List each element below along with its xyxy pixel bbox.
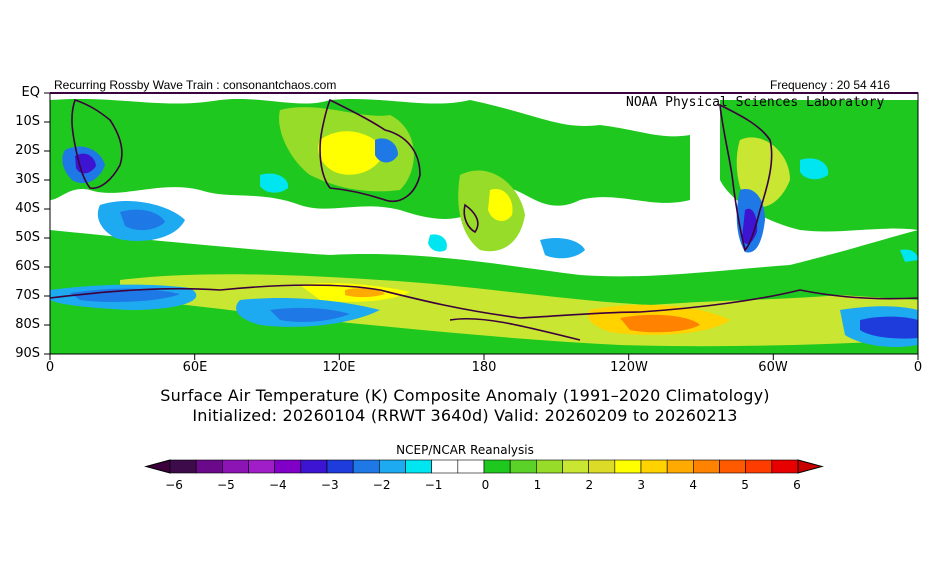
colorbar-swatch (483, 459, 511, 474)
lon-label-60e: 60E (182, 360, 208, 375)
colorbar-tick-label: −6 (165, 478, 183, 492)
map-title-line1: Surface Air Temperature (K) Composite An… (160, 386, 770, 405)
colorbar-right-arrow (797, 459, 824, 474)
lat-label-60s: 60S (15, 259, 40, 274)
colorbar-swatch (719, 459, 746, 474)
colorbar-title: NCEP/NCAR Reanalysis (396, 443, 534, 457)
colorbar-tick-label: −3 (320, 478, 339, 492)
lab-label: NOAA Physical Sciences Laboratory (626, 95, 885, 110)
colorbar-tick-label: 1 (533, 478, 542, 492)
colorbar-swatch (352, 459, 380, 474)
lat-label-40s: 40S (15, 201, 40, 216)
colorbar-swatch (771, 459, 799, 474)
colorbar-swatch (614, 459, 642, 474)
colorbar-tick-label: 3 (637, 478, 646, 492)
colorbar-swatch (222, 459, 249, 474)
lon-label-180: 180 (471, 360, 497, 375)
header-left-text: Recurring Rossby Wave Train : consonantc… (54, 78, 337, 92)
colorbar-tick-label: 6 (793, 478, 801, 492)
colorbar-tick-label: 0 (481, 478, 490, 492)
colorbar-swatch (300, 459, 328, 474)
lat-label-20s: 20S (15, 143, 40, 158)
colorbar (144, 459, 824, 474)
colorbar-swatch (693, 459, 720, 474)
colorbar-swatch (666, 459, 694, 474)
lat-label-30s: 30S (15, 172, 40, 187)
lat-label-10s: 10S (15, 114, 40, 129)
colorbar-tick-label: −5 (217, 478, 235, 492)
colorbar-swatch (745, 459, 773, 474)
colorbar-swatch (195, 459, 223, 474)
lat-label-80s: 80S (15, 317, 40, 332)
colorbar-swatch (457, 459, 485, 474)
colorbar-swatch (274, 459, 302, 474)
colorbar-tick-label: −1 (424, 478, 443, 492)
colorbar-swatch (509, 459, 537, 474)
lon-label-0-end: 0 (913, 360, 923, 375)
colorbar-swatch (379, 459, 406, 474)
header-right-text: Frequency : 20 54 416 (770, 78, 891, 92)
colorbar-swatch (536, 459, 563, 474)
colorbar-tick-label: 2 (585, 478, 594, 492)
lon-ticks (49, 354, 919, 360)
colorbar-swatch (562, 459, 589, 474)
colorbar-swatch (248, 459, 275, 474)
colorbar-swatch (169, 459, 197, 474)
lon-label-60w: 60W (758, 360, 788, 375)
lon-label-120w: 120W (610, 360, 648, 375)
colorbar-swatch (405, 459, 432, 474)
colorbar-swatch (588, 459, 616, 474)
colorbar-swatch (431, 459, 459, 474)
lat-ticks (44, 92, 50, 355)
colorbar-left-arrow (144, 459, 171, 474)
lat-label-50s: 50S (15, 230, 40, 245)
lat-label-70s: 70S (15, 288, 40, 303)
lat-label-90s: 90S (15, 346, 40, 361)
lon-label-0: 0 (45, 360, 55, 375)
colorbar-tick-label: −4 (268, 478, 287, 492)
lon-label-120e: 120E (322, 360, 356, 375)
colorbar-swatch (640, 459, 668, 474)
coastlines (50, 98, 918, 341)
colorbar-tick-label: −2 (372, 478, 391, 492)
map-title-line2: Initialized: 20260104 (RRWT 3640d) Valid… (192, 406, 738, 425)
colorbar-tick-label: 5 (741, 478, 749, 492)
lat-label-eq: EQ (21, 85, 40, 100)
anomaly-field (50, 93, 918, 354)
colorbar-swatch (326, 459, 354, 474)
colorbar-tick-label: 4 (689, 478, 697, 492)
